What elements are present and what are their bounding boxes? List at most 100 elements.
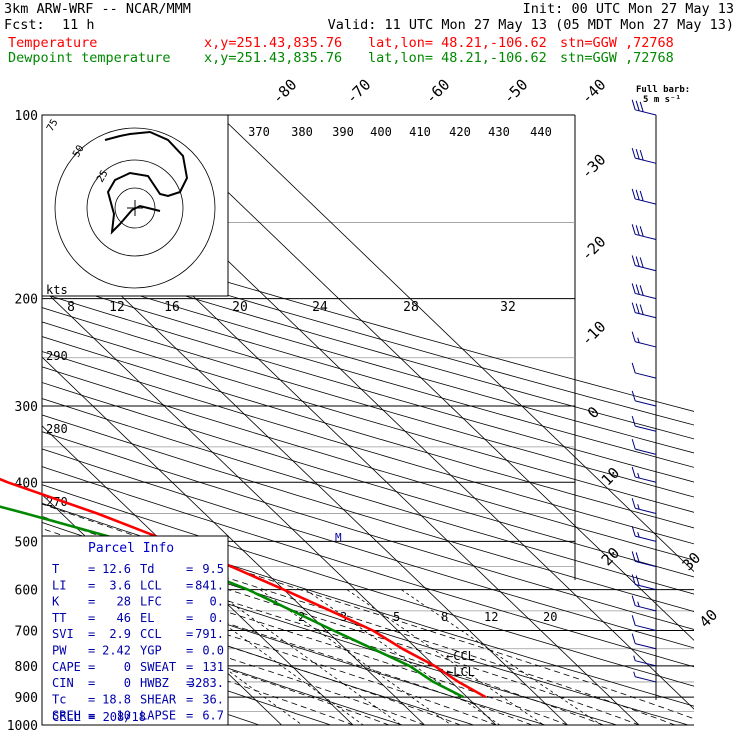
sounding-traces	[0, 477, 487, 699]
parcel-param-label: LCL	[140, 578, 162, 592]
model-title: 3km ARW-WRF -- NCAR/MMM	[4, 1, 191, 17]
wind-barb-flag	[639, 149, 644, 161]
mixing-ratio-line	[176, 589, 364, 725]
wind-barb	[635, 643, 657, 650]
isotherm-label: 30	[679, 549, 705, 575]
wind-barb-flag	[635, 256, 640, 267]
parcel-param-value: 10	[117, 709, 131, 723]
pressure-label: 900	[15, 691, 38, 706]
parcel-param-label: SREH	[52, 709, 81, 723]
forecast-label: Fcst:	[4, 17, 45, 33]
pressure-label: 200	[15, 293, 38, 308]
dry-adiabat-line	[42, 398, 694, 595]
parcel-param-value: 2.42	[102, 644, 131, 658]
parcel-param-value: 841.	[195, 578, 224, 592]
wind-barb-flag	[631, 283, 636, 294]
parcel-param-label: Td	[140, 562, 154, 576]
parcel-param-label: PW	[52, 644, 67, 658]
mixing-ratio-label: 8	[441, 610, 448, 624]
pressure-label: 100	[15, 109, 38, 124]
isotherm-label: -30	[578, 151, 610, 183]
isotherm-line	[42, 287, 497, 725]
parcel-param-eq: =	[186, 562, 193, 576]
parcel-param-eq: =	[88, 709, 95, 723]
parcel-param-eq: =	[186, 595, 193, 609]
parcel-param-eq: =	[186, 709, 193, 723]
hodograph-ring	[114, 187, 156, 229]
parcel-param-value: 0	[124, 676, 131, 690]
parcel-param-label: SVI	[52, 627, 74, 641]
dry-adiabat-line	[42, 382, 694, 578]
wind-barb-flag	[637, 601, 640, 607]
legend-temperature-latlon: lat,lon= 48.21,-106.62	[368, 35, 547, 51]
pressure-label: 800	[15, 660, 38, 675]
isotherm-label: 40	[696, 606, 722, 632]
wind-barb	[635, 233, 657, 240]
parcel-param-value: 0.	[210, 611, 224, 625]
wind-barb-flag	[639, 285, 644, 296]
theta-label: 370	[248, 125, 270, 139]
hodograph-ring-label: 25	[95, 169, 111, 185]
mixing-ratio-line	[401, 589, 602, 725]
wind-barb	[635, 676, 657, 683]
dry-adiabat-line	[42, 351, 694, 545]
wind-barb-flag	[635, 148, 640, 160]
mixing-ratio-line	[212, 589, 402, 725]
pressure-label: 700	[15, 625, 38, 640]
parcel-param-label: TT	[52, 611, 66, 625]
parcel-param-value: 3.6	[109, 578, 131, 592]
wind-barb-flag	[639, 101, 644, 112]
isotherm-label: 10	[598, 464, 624, 490]
wind-barb	[635, 292, 657, 300]
parcel-param-label: T	[52, 562, 59, 576]
hodograph-speed-label: 32	[500, 300, 516, 315]
dry-adiabat-line	[42, 292, 694, 483]
wind-barb	[635, 535, 657, 542]
parcel-param-label: CIN	[52, 676, 74, 690]
parcel-cell: CELL = 208/18	[52, 710, 146, 724]
wind-barb-flag	[631, 99, 636, 110]
mixing-ratio-label: 12	[484, 610, 498, 624]
wind-barb-flag	[635, 575, 640, 586]
wind-barb-flag	[631, 574, 636, 585]
hodograph-ring-label: 50	[71, 144, 87, 160]
parcel-param-value: 0.	[210, 595, 224, 609]
wind-barb-flag	[639, 226, 644, 237]
pressure-label: 300	[15, 400, 38, 415]
parcel-info-box	[41, 535, 229, 726]
valid-time: Valid: 11 UTC Mon 27 May 13 (05 MDT Mon …	[327, 17, 734, 33]
wind-barb	[635, 425, 657, 432]
parcel-param-value: 131	[202, 660, 224, 674]
parcel-param-value: 46	[117, 611, 131, 625]
theta-label: 430	[488, 125, 510, 139]
theta-label: 440	[530, 125, 552, 139]
pressure-label: 600	[15, 584, 38, 599]
parcel-param-value: 791.	[195, 627, 224, 641]
hodograph-speed-label: 24	[312, 300, 328, 315]
wind-barb-flag	[633, 671, 636, 677]
hodograph-speed-label: 28	[403, 300, 419, 315]
hodograph-trace	[104, 130, 189, 235]
parcel-param-eq: =	[88, 692, 95, 706]
wind-barb-flag	[631, 188, 636, 200]
parcel-param-label: LI	[52, 578, 66, 592]
parcel-param-label: EL	[140, 611, 154, 625]
dry-adiabat-line	[42, 604, 403, 725]
moist-adiabat-line	[42, 503, 694, 720]
wind-barb-flag	[639, 257, 644, 268]
hodograph-ring-label: 75	[45, 118, 61, 134]
parcel-param-eq: =	[88, 595, 95, 609]
legend-dewpoint-latlon: lat,lon= 48.21,-106.62	[368, 50, 547, 66]
hodograph-ring	[54, 127, 216, 289]
wind-barb-flag	[631, 615, 636, 626]
parcel-param-value: 18.8	[102, 692, 131, 706]
wind-barb-flag	[631, 466, 636, 478]
isotherm-line	[147, 115, 694, 641]
parcel-param-eq: =	[186, 627, 193, 641]
isotherm-label: 0	[584, 403, 603, 422]
mixing-ratio-line	[346, 589, 544, 725]
dry-adiabat-line	[42, 448, 694, 649]
wind-barb-key: Full barb:	[636, 85, 691, 95]
